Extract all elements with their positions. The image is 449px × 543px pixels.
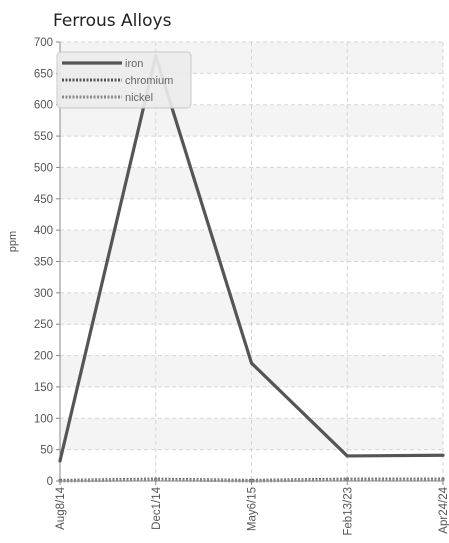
y-tick-label: 400 <box>34 225 53 237</box>
legend-label-iron: iron <box>125 58 143 70</box>
data-point-nickel <box>249 479 254 483</box>
y-tick-label: 500 <box>34 162 53 174</box>
x-tick-label: Dec1/14 <box>151 486 163 529</box>
y-tick-label: 300 <box>34 288 53 300</box>
series-line-nickel <box>59 478 443 483</box>
data-point-iron <box>249 361 254 365</box>
y-tick-label: 450 <box>34 194 53 206</box>
y-tick-labels: 0 50 100 150 200 250 300 350 400 450 500 550 600 650 7… <box>34 37 53 488</box>
legend-box <box>56 51 192 109</box>
y-tick-label: 600 <box>34 100 53 112</box>
y-tick-label: 250 <box>34 319 53 331</box>
data-point-nickel <box>441 478 445 482</box>
x-tick-label: Apr24/24 <box>438 486 449 533</box>
data-point-nickel <box>345 478 349 482</box>
series-lines <box>58 54 445 483</box>
legend[interactable]: iron chromium nickel <box>56 51 192 109</box>
y-tick-label: 650 <box>34 68 53 80</box>
legend-label-nickel: nickel <box>125 92 153 104</box>
y-tick-label: 700 <box>34 37 53 49</box>
y-tick-label: 350 <box>34 257 53 269</box>
data-point-iron <box>58 459 62 463</box>
y-tick-label: 150 <box>34 382 53 394</box>
data-point-iron <box>441 453 445 457</box>
y-tick-label: 50 <box>40 445 53 457</box>
y-tick-label: 100 <box>34 413 53 425</box>
y-tick-label: 550 <box>34 131 53 143</box>
data-point-iron <box>345 454 349 458</box>
legend-label-chromium: chromium <box>125 75 173 87</box>
x-tick-labels: Aug8/14 Dec1/14 May6/15 Feb13/23 Apr24/24 <box>55 486 449 535</box>
x-tick-label: Aug8/14 <box>55 486 67 529</box>
y-tick-label: 0 <box>47 476 53 488</box>
y-axis-label: ppm <box>7 231 19 252</box>
data-point-nickel <box>154 478 158 482</box>
x-tick-label: Feb13/23 <box>342 487 354 536</box>
x-tick-label: May6/15 <box>247 487 259 531</box>
chart-title: Ferrous Alloys <box>53 11 172 31</box>
data-point-nickel <box>58 479 62 483</box>
y-tick-label: 200 <box>34 351 53 363</box>
